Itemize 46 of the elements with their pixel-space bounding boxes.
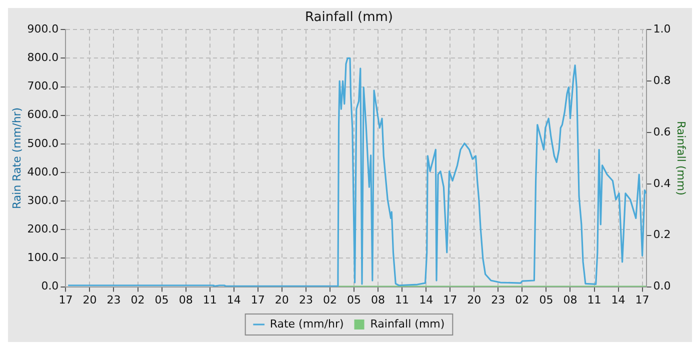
x-tick-label: 05 (346, 293, 361, 306)
x-tick-label: 14 (226, 293, 241, 306)
x-tick-label: 11 (202, 293, 217, 306)
x-tick-label: 20 (274, 293, 289, 306)
y2-tick-label: 0.6 (653, 125, 671, 138)
x-tick-label: 08 (178, 293, 193, 306)
y-tick-label: 900.0 (27, 22, 59, 36)
x-tick-label: 23 (491, 293, 506, 306)
y-tick-label: 700.0 (27, 80, 59, 93)
x-tick-label: 23 (106, 293, 121, 306)
legend-label: Rate (mm/hr) (270, 317, 344, 330)
x-tick-label: 14 (611, 293, 626, 306)
x-tick-label: 17 (635, 293, 650, 306)
x-tick-label: 08 (371, 293, 386, 306)
x-tick-label: 08 (563, 293, 578, 306)
x-tick-label: 02 (322, 293, 337, 306)
x-tick-label: 05 (539, 293, 554, 306)
x-tick-label: 20 (82, 293, 97, 306)
y2-tick-label: 0.2 (653, 228, 671, 242)
y-axis-title: Rain Rate (mm/hr) (10, 107, 24, 210)
x-tick-label: 17 (443, 293, 458, 306)
y-tick-label: 800.0 (27, 51, 59, 64)
chart-title: Rainfall (mm) (305, 10, 393, 26)
legend-label: Rainfall (mm) (370, 317, 445, 330)
y2-tick-label: 0.4 (653, 176, 671, 190)
x-tick-label: 17 (250, 293, 265, 306)
x-tick-label: 23 (298, 293, 313, 306)
y-tick-label: 600.0 (27, 108, 59, 122)
x-tick-label: 14 (419, 293, 434, 306)
y-tick-label: 300.0 (27, 194, 59, 207)
y-tick-label: 500.0 (27, 136, 59, 150)
y-tick-label: 100.0 (27, 251, 59, 264)
x-tick-label: 02 (515, 293, 530, 306)
y2-tick-label: 0.8 (653, 74, 671, 87)
x-tick-label: 20 (467, 293, 482, 306)
x-tick-label: 11 (395, 293, 410, 306)
y-tick-label: 200.0 (27, 222, 59, 236)
y2-axis-title: Rainfall (mm) (674, 120, 688, 196)
x-tick-label: 05 (154, 293, 169, 306)
x-tick-label: 02 (130, 293, 145, 306)
x-tick-label: 11 (587, 293, 602, 306)
y-tick-label: 400.0 (27, 165, 59, 178)
y2-tick-label: 1.0 (653, 22, 671, 36)
y-tick-label: 0.0 (41, 280, 59, 293)
y2-tick-label: 0.0 (653, 280, 671, 293)
x-tick-label: 17 (58, 293, 73, 306)
